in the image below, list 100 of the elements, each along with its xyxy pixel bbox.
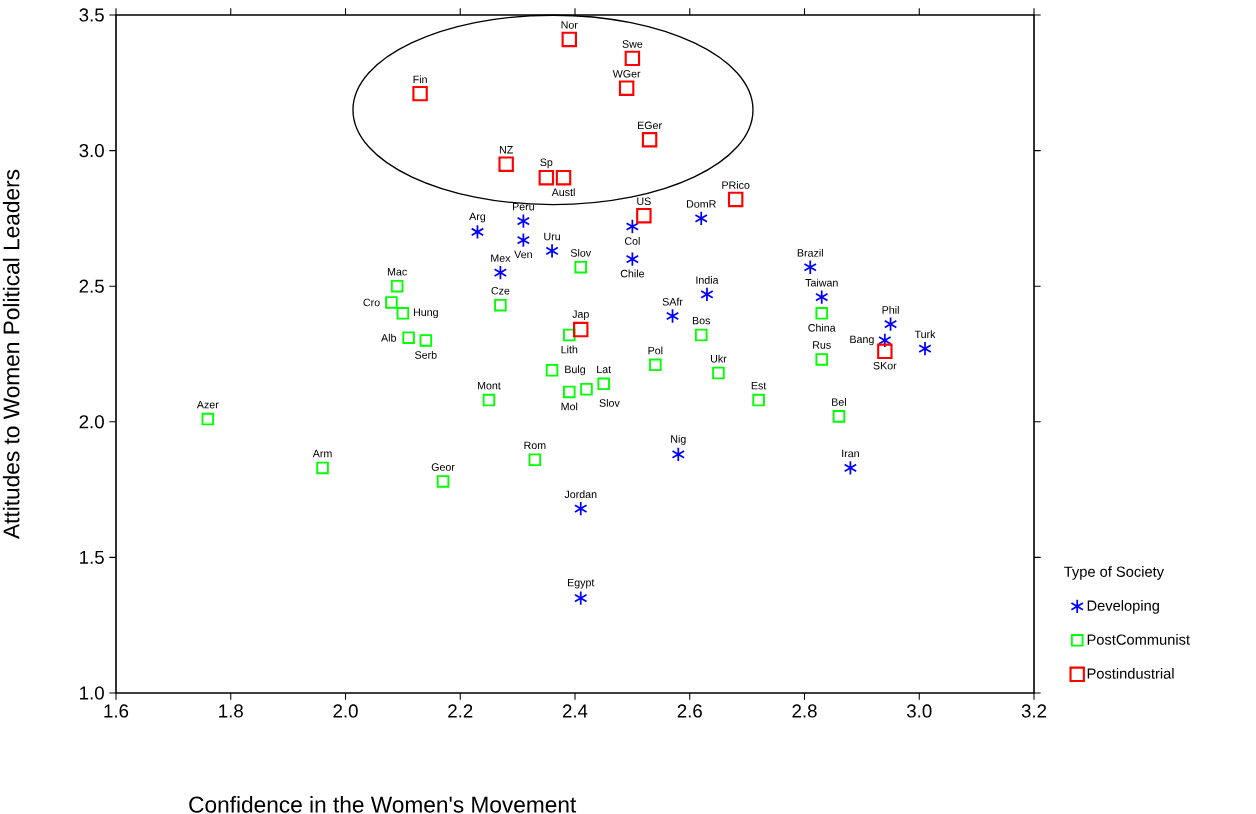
point — [843, 460, 858, 476]
annotation: Uru — [544, 232, 560, 241]
x-tick-label: 2.2 — [448, 704, 473, 718]
annotation: Arm — [312, 449, 332, 458]
annotation: Phil — [882, 305, 899, 314]
y-tick-label: 2.0 — [79, 415, 104, 429]
point — [618, 80, 635, 96]
annotation: Slov — [570, 248, 592, 257]
annotation: WGer — [612, 70, 641, 78]
annotation: PRico — [722, 181, 750, 189]
point — [815, 307, 828, 320]
annotation: Iran — [842, 449, 859, 458]
annotation: Swe — [622, 40, 643, 48]
annotation: Slov — [599, 398, 620, 407]
point — [671, 446, 685, 462]
x-tick-label: 1.8 — [219, 704, 243, 718]
point — [625, 251, 640, 267]
point — [545, 364, 559, 377]
annotation: Nor — [561, 21, 578, 29]
legend-label: Developing — [1087, 600, 1159, 614]
annotation: Cze — [491, 287, 510, 295]
point — [580, 382, 593, 396]
annotation: China — [808, 323, 836, 332]
x-tick-label: 2.6 — [677, 704, 702, 718]
annotation: Alb — [381, 333, 396, 342]
annotation: NZ — [499, 146, 513, 154]
annotation: Mex — [491, 254, 511, 262]
point — [470, 224, 485, 240]
x-axis-title: Confidence in the Women's Movement — [189, 796, 577, 813]
point — [528, 453, 542, 467]
point — [419, 334, 433, 347]
annotation: Turk — [914, 330, 936, 339]
annotation: Geor — [431, 463, 455, 471]
point — [624, 50, 641, 67]
annotation: Egypt — [567, 578, 595, 589]
point — [396, 307, 410, 320]
point — [918, 341, 932, 357]
point — [815, 289, 829, 305]
point — [538, 169, 555, 186]
x-tick-label: 1.6 — [104, 704, 129, 718]
annotation: Lith — [561, 345, 578, 354]
annotation: Bel — [832, 398, 846, 406]
point — [625, 218, 640, 235]
point — [694, 210, 708, 226]
annotation: Sp — [540, 158, 553, 169]
annotation: SAfr — [662, 297, 683, 306]
annotation: Ukr — [710, 354, 727, 363]
point — [390, 279, 404, 293]
annotation: Nig — [671, 434, 686, 445]
point — [316, 461, 329, 475]
annotation: Jap — [572, 310, 589, 320]
legend-label: Postindustrial — [1087, 668, 1174, 679]
point — [574, 260, 588, 274]
point — [573, 321, 589, 338]
annotation: India — [696, 276, 719, 284]
annotation: Mac — [387, 268, 407, 276]
annotation: Brazil — [797, 248, 823, 257]
x-tick-label: 3.0 — [907, 704, 932, 718]
annotation: DomR — [687, 200, 716, 208]
point — [498, 156, 514, 172]
point — [436, 475, 450, 488]
annotation: Rom — [524, 441, 546, 450]
point — [563, 328, 576, 342]
point — [494, 298, 507, 312]
annotation: Serb — [415, 350, 437, 359]
x-tick-label: 2.8 — [792, 704, 817, 718]
point — [752, 393, 765, 407]
point — [516, 232, 531, 248]
point — [201, 412, 215, 426]
y-tick-label: 1.5 — [80, 550, 104, 564]
point — [649, 358, 662, 372]
legend-title: Type of Society — [1064, 566, 1164, 580]
annotation: Cro — [363, 298, 380, 307]
y-tick-label: 1.0 — [80, 686, 104, 700]
annotation: Chile — [620, 269, 645, 278]
point — [563, 385, 576, 399]
point — [385, 296, 398, 309]
point — [700, 286, 714, 302]
point — [665, 308, 680, 324]
point — [555, 169, 572, 186]
point — [636, 207, 652, 224]
point — [516, 213, 531, 229]
x-tick-label: 3.2 — [1021, 704, 1047, 718]
annotation: EGer — [638, 121, 662, 130]
annotation: Mol — [561, 402, 578, 411]
point — [803, 259, 817, 275]
annotation: Fin — [413, 75, 427, 84]
annotation: US — [637, 197, 651, 206]
point — [561, 31, 577, 48]
x-tick-label: 2.4 — [562, 704, 588, 718]
annotation: Rus — [813, 341, 831, 349]
annotation: Bang — [850, 335, 874, 346]
point — [574, 501, 588, 517]
annotation: SKor — [873, 361, 897, 370]
y-axis-title: Attitudes to Women Political Leaders — [2, 169, 20, 539]
point — [574, 590, 588, 606]
x-tick-label: 2.0 — [333, 704, 358, 718]
point — [402, 331, 415, 344]
point — [883, 316, 898, 332]
annotation: Mont — [477, 381, 501, 390]
